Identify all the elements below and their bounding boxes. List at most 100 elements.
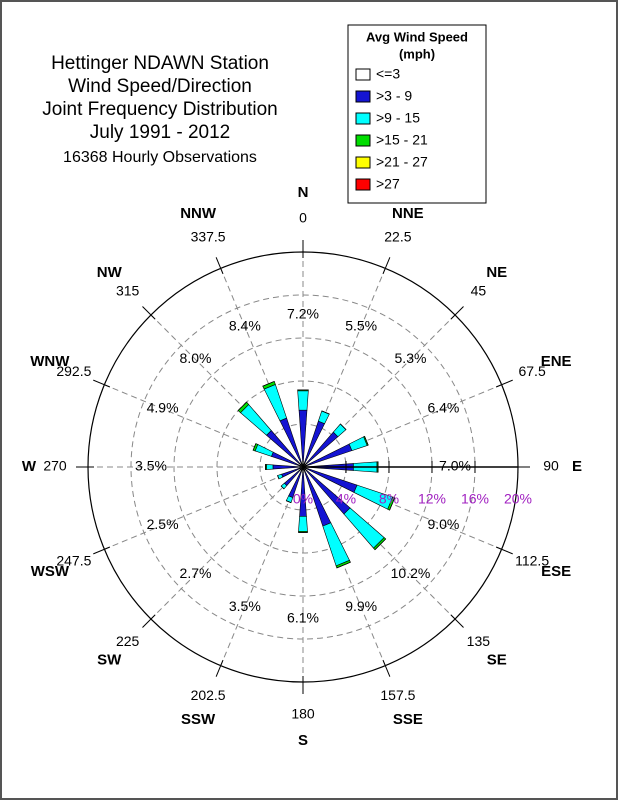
rose-segment xyxy=(321,410,330,415)
outer-tick xyxy=(93,546,111,555)
direction-name: SE xyxy=(487,652,507,669)
direction-percent: 9.9% xyxy=(345,598,377,614)
rose-segment xyxy=(364,436,369,446)
direction-name: WNW xyxy=(30,353,70,370)
spoke xyxy=(104,466,304,550)
legend-label: >15 - 21 xyxy=(376,132,428,148)
direction-percent: 7.0% xyxy=(439,458,471,474)
direction-percent: 2.7% xyxy=(180,565,212,581)
legend-title: Avg Wind Speed xyxy=(366,29,468,44)
radial-tick-label: 4% xyxy=(336,491,356,507)
degree-label: 292.5 xyxy=(56,363,91,379)
outer-tick xyxy=(495,546,513,555)
outer-tick xyxy=(450,306,464,320)
direction-percent: 3.5% xyxy=(229,598,261,614)
chart-title: Hettinger NDAWN Station xyxy=(51,53,269,74)
direction-name: ENE xyxy=(541,353,572,370)
chart-title: Joint Frequency Distribution xyxy=(42,99,278,120)
rose-segment xyxy=(298,516,308,532)
rose-segment xyxy=(280,485,285,490)
degree-label: 67.5 xyxy=(518,363,545,379)
rose-segment xyxy=(374,538,386,550)
direction-percent: 9.0% xyxy=(427,516,459,532)
outer-tick xyxy=(93,379,111,388)
degree-label: 135 xyxy=(467,633,491,649)
legend-label: >21 - 27 xyxy=(376,154,428,170)
rose-segment xyxy=(297,390,309,411)
degree-label: 0 xyxy=(299,210,307,226)
rose-segment xyxy=(266,464,274,470)
radial-tick-label: 16% xyxy=(461,491,489,507)
degree-label: 22.5 xyxy=(384,229,411,245)
outer-tick xyxy=(215,659,224,677)
degree-label: 315 xyxy=(116,282,140,298)
radial-tick-label: 12% xyxy=(418,491,446,507)
direction-name: SSW xyxy=(181,711,216,728)
outer-tick xyxy=(382,257,391,275)
legend-swatch xyxy=(355,112,371,125)
degree-label: 45 xyxy=(471,282,487,298)
degree-label: 225 xyxy=(116,633,140,649)
radial-tick-label: 20% xyxy=(504,491,532,507)
radial-tick-label: 0% xyxy=(293,491,313,507)
direction-name: W xyxy=(22,458,37,475)
chart-title: July 1991 - 2012 xyxy=(90,122,231,143)
radial-tick-label: 8% xyxy=(379,491,399,507)
legend-title: (mph) xyxy=(399,46,435,61)
direction-name: NNE xyxy=(392,205,424,222)
degree-label: 247.5 xyxy=(56,553,91,569)
direction-percent: 4.9% xyxy=(147,400,179,416)
direction-percent: 7.2% xyxy=(287,306,319,322)
legend-swatch xyxy=(355,90,371,103)
rose-segment xyxy=(277,475,280,480)
legend-label: <=3 xyxy=(376,66,400,82)
legend-label: >3 - 9 xyxy=(376,88,412,104)
direction-name: WSW xyxy=(31,563,70,580)
direction-name: SW xyxy=(97,652,122,669)
legend-box xyxy=(347,24,487,204)
outer-tick xyxy=(142,306,156,320)
direction-percent: 8.4% xyxy=(229,317,261,333)
direction-name: E xyxy=(572,458,582,475)
degree-label: 157.5 xyxy=(380,687,415,703)
degree-label: 337.5 xyxy=(191,229,226,245)
degree-label: 90 xyxy=(543,458,559,474)
chart-subtitle: 16368 Hourly Observations xyxy=(63,149,257,166)
rose-segment xyxy=(336,561,351,569)
direction-name: NNW xyxy=(180,205,217,222)
direction-name: NE xyxy=(486,264,507,281)
direction-percent: 5.5% xyxy=(345,317,377,333)
rose-segment xyxy=(286,500,292,503)
direction-name: ESE xyxy=(541,563,571,580)
direction-percent: 3.5% xyxy=(135,458,167,474)
degree-label: 180 xyxy=(291,706,315,722)
direction-name: NW xyxy=(97,264,123,281)
rose-segment xyxy=(340,423,347,430)
degree-label: 270 xyxy=(43,458,67,474)
direction-percent: 2.5% xyxy=(147,516,179,532)
direction-name: SSE xyxy=(393,711,423,728)
direction-percent: 6.4% xyxy=(427,400,459,416)
rose-segment xyxy=(252,443,257,451)
outer-tick xyxy=(450,614,464,628)
legend-swatch xyxy=(355,178,371,191)
outer-tick xyxy=(215,257,224,275)
legend-label: >9 - 15 xyxy=(376,110,420,126)
outer-tick xyxy=(495,379,513,388)
legend-swatch xyxy=(355,68,371,81)
direction-percent: 8.0% xyxy=(180,350,212,366)
degree-label: 202.5 xyxy=(191,687,226,703)
legend-label: >27 xyxy=(376,176,400,192)
rose-segment xyxy=(262,381,275,387)
direction-name: S xyxy=(298,732,308,749)
direction-percent: 10.2% xyxy=(391,565,431,581)
direction-name: N xyxy=(298,184,309,201)
legend-swatch xyxy=(355,134,371,147)
outer-tick xyxy=(382,659,391,677)
chart-title: Wind Speed/Direction xyxy=(68,76,252,97)
legend-swatch xyxy=(355,156,371,169)
spoke xyxy=(150,466,304,620)
degree-label: 112.5 xyxy=(515,553,549,569)
